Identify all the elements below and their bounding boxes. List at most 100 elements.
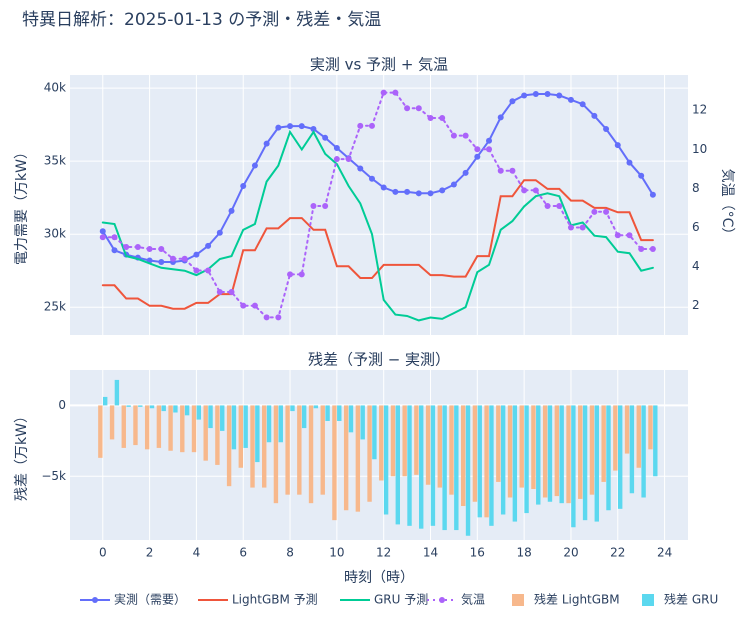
residual-bar	[215, 405, 220, 465]
point-marker	[240, 302, 247, 309]
point-marker	[509, 167, 516, 174]
residual-bar	[262, 405, 267, 488]
residual-bar	[266, 405, 272, 443]
point-marker	[228, 288, 235, 295]
point-marker	[614, 142, 621, 149]
y2-axis-title: 気温（°C）	[719, 169, 735, 242]
point-marker	[462, 132, 469, 139]
residual-bar	[290, 405, 295, 412]
residual-bar	[220, 405, 225, 431]
residual-bar	[243, 405, 248, 448]
subplot-title: 残差（予測 − 実測）	[308, 351, 450, 369]
legend-label: 実測（需要）	[114, 592, 186, 607]
legend-label: LightGBM 予測	[232, 593, 318, 607]
residual-bar	[395, 405, 401, 525]
residual-bar	[98, 405, 103, 458]
residual-bar	[449, 405, 454, 495]
point-marker	[228, 207, 235, 214]
residual-bar	[250, 405, 255, 488]
residual-bar	[208, 405, 213, 429]
x-tick-label: 12	[376, 546, 391, 560]
point-marker	[486, 137, 493, 144]
point-marker	[626, 159, 633, 166]
residual-bar	[566, 405, 571, 504]
residual-bar	[489, 405, 494, 526]
residual-bar	[477, 405, 482, 518]
x-tick-label: 4	[193, 546, 201, 560]
legend-label: 残差 LightGBM	[534, 593, 620, 607]
residual-bar	[500, 405, 506, 515]
residual-bar	[325, 405, 330, 421]
point-marker	[181, 255, 188, 262]
residual-bar	[648, 405, 653, 450]
point-marker	[626, 232, 633, 239]
residual-bar	[278, 405, 283, 443]
point-marker	[251, 302, 258, 309]
residual-bar	[226, 405, 232, 487]
residual-bar	[442, 405, 447, 531]
residual-bar	[484, 405, 489, 518]
residual-bar	[524, 405, 529, 514]
residual-bar	[348, 405, 354, 433]
residual-bar	[425, 405, 431, 485]
point-marker	[427, 190, 434, 197]
point-marker	[322, 202, 329, 209]
residual-bar	[238, 405, 244, 468]
x-tick-label: 24	[657, 546, 672, 560]
point-marker	[450, 181, 457, 188]
point-marker	[368, 122, 375, 129]
residual-bar	[437, 405, 442, 488]
residual-bar	[542, 405, 548, 498]
residual-bar	[407, 405, 412, 526]
x-axis-title: 時刻（時）	[344, 570, 414, 586]
point-marker	[474, 146, 481, 153]
y-tick-label: 35k	[44, 154, 66, 168]
residual-bar	[606, 405, 611, 511]
residual-bar	[173, 405, 178, 413]
point-marker	[567, 96, 574, 103]
residual-bar	[465, 405, 471, 536]
point-marker	[556, 202, 563, 209]
point-marker	[556, 92, 563, 99]
point-marker	[205, 242, 212, 249]
point-marker	[532, 90, 539, 97]
point-marker	[392, 188, 399, 195]
point-marker	[322, 134, 329, 141]
point-marker	[357, 122, 364, 129]
point-marker	[134, 244, 141, 251]
x-tick-label: 6	[239, 546, 247, 560]
residual-bar	[360, 405, 365, 440]
point-marker	[497, 114, 504, 121]
point-marker	[567, 224, 574, 231]
residual-bar	[460, 405, 466, 506]
residual-bar	[379, 405, 384, 481]
point-marker	[310, 126, 317, 133]
point-marker	[263, 140, 270, 147]
point-marker	[99, 228, 106, 235]
point-marker	[509, 98, 516, 105]
legend-marker	[92, 597, 98, 603]
point-marker	[111, 247, 118, 254]
residual-bar	[273, 405, 279, 504]
residual-bar	[297, 405, 302, 495]
residual-bar	[559, 405, 564, 504]
residual-bar	[536, 405, 541, 505]
x-tick-label: 18	[516, 546, 531, 560]
residual-bar	[133, 405, 138, 446]
point-marker	[193, 251, 200, 258]
legend-label: 気温	[461, 592, 485, 607]
point-marker	[333, 145, 340, 152]
point-marker	[603, 126, 610, 133]
residual-bar	[255, 405, 260, 463]
residual-bar	[156, 405, 162, 448]
residual-bar	[571, 405, 576, 528]
point-marker	[240, 183, 247, 190]
residual-bar	[629, 405, 635, 494]
residual-bar	[301, 405, 307, 429]
point-marker	[579, 101, 586, 108]
residual-bar	[454, 405, 459, 531]
point-marker	[427, 115, 434, 122]
residual-bar	[126, 405, 131, 407]
y-tick-label: −5k	[41, 469, 66, 483]
